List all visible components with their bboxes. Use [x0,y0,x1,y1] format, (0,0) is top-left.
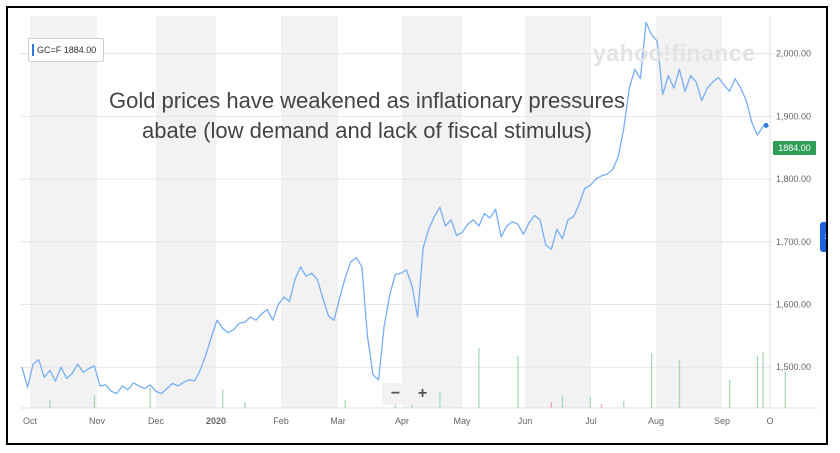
y-tick-label: 1,500.00 [776,362,811,372]
volume-bar [756,356,759,408]
volume-bar [600,404,603,408]
ticker-label-text: GC=F 1884.00 [37,45,97,55]
x-tick-label: 2020 [206,416,226,426]
last-price-dot [763,122,769,128]
volume-bar [517,356,519,408]
price-line [21,21,764,395]
x-tick-label: Mar [330,416,346,426]
month-band [281,16,338,408]
x-tick-label: O [766,416,773,426]
volume-bar [784,371,786,408]
x-tick-label: Nov [89,416,106,426]
y-tick-label: 1,700.00 [776,237,811,247]
zoom-controls: − + [382,383,436,405]
volume-bar [93,395,96,408]
chart-caption: Gold prices have weakened as inflationar… [108,88,626,143]
side-expand-tab[interactable]: › [820,222,828,252]
volume-bar [478,348,480,408]
volume-bar [244,402,246,408]
volume-bar [650,353,653,408]
volume-bar [678,360,681,408]
chevron-right-icon: › [824,231,828,242]
month-band [156,16,216,408]
x-tick-label: Aug [648,416,664,426]
volume-bar [728,380,731,408]
volume-bar [561,395,564,408]
x-tick-label: Jul [585,416,597,426]
x-tick-label: Feb [273,416,289,426]
ticker-label[interactable]: GC=F 1884.00 [28,38,104,62]
y-tick-label: 2,000.00 [776,49,811,59]
volume-bar [762,352,764,408]
chart-frame: Oct Nov Dec 2020 Feb Mar Apr May Jun Jul Aug Sep O 1,… [6,6,828,445]
month-band [525,16,591,408]
x-tick-label: Dec [148,416,165,426]
y-tick-label: 1,800.00 [776,174,811,184]
volume-bar [49,400,51,408]
x-tick-label: Sep [714,416,730,426]
month-band [402,16,462,408]
volume-bar [439,392,441,408]
y-tick-label: 1,900.00 [776,111,811,121]
x-tick-label: Apr [395,416,409,426]
volume-bar [344,400,346,408]
yahoo-finance-watermark: yahoo!finance [593,40,756,66]
volume-bar [550,402,552,408]
volume-bar [221,390,224,408]
x-tick-label: May [453,416,471,426]
month-band [30,16,97,408]
zoom-in-button[interactable]: + [417,385,428,402]
x-tick-label: Oct [23,416,38,426]
volume-bar [149,388,151,408]
x-tick-label: Jun [518,416,533,426]
volume-bar [623,401,625,408]
month-band [656,16,722,408]
volume-bar [589,397,591,408]
y-tick-label: 1,600.00 [776,300,811,310]
volume-bar [394,402,396,408]
zoom-out-button[interactable]: − [390,385,401,402]
last-price-badge: 1884.00 [773,141,816,155]
price-chart: Oct Nov Dec 2020 Feb Mar Apr May Jun Jul Aug Sep O 1,… [20,16,818,426]
